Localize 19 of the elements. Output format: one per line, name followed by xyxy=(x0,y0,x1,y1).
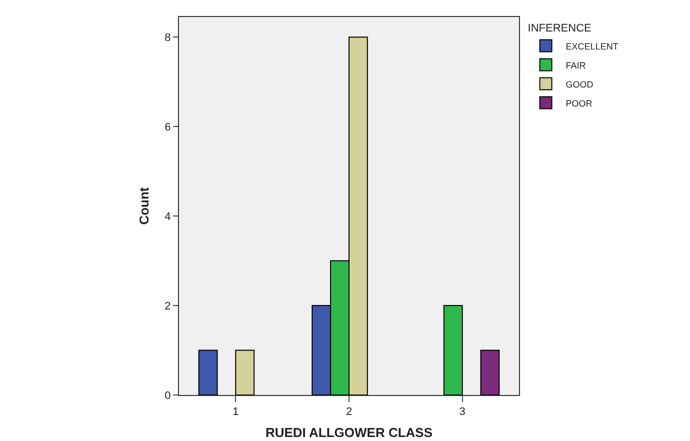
y-axis-title: Count xyxy=(136,186,152,225)
legend-label: GOOD xyxy=(566,79,594,90)
y-tick-label: 0 xyxy=(164,390,171,402)
legend-label: EXCELLENT xyxy=(566,41,619,52)
y-tick-label: 2 xyxy=(164,300,171,312)
x-tick-label: 2 xyxy=(346,406,352,418)
x-axis-title: RUEDI ALLGOWER CLASS xyxy=(265,424,433,440)
bar xyxy=(480,350,500,395)
y-tick-label: 6 xyxy=(164,121,171,134)
legend-label: POOR xyxy=(566,98,593,108)
legend-label: FAIR xyxy=(566,60,586,70)
y-tick-label: 8 xyxy=(164,32,171,44)
bar xyxy=(443,305,463,395)
legend-title: INFERENCE xyxy=(528,22,592,34)
bar xyxy=(235,350,255,395)
bar xyxy=(198,350,218,395)
x-tick-label: 3 xyxy=(459,406,466,418)
y-tick-label: 4 xyxy=(164,210,171,223)
x-tick-label: 1 xyxy=(232,406,239,418)
